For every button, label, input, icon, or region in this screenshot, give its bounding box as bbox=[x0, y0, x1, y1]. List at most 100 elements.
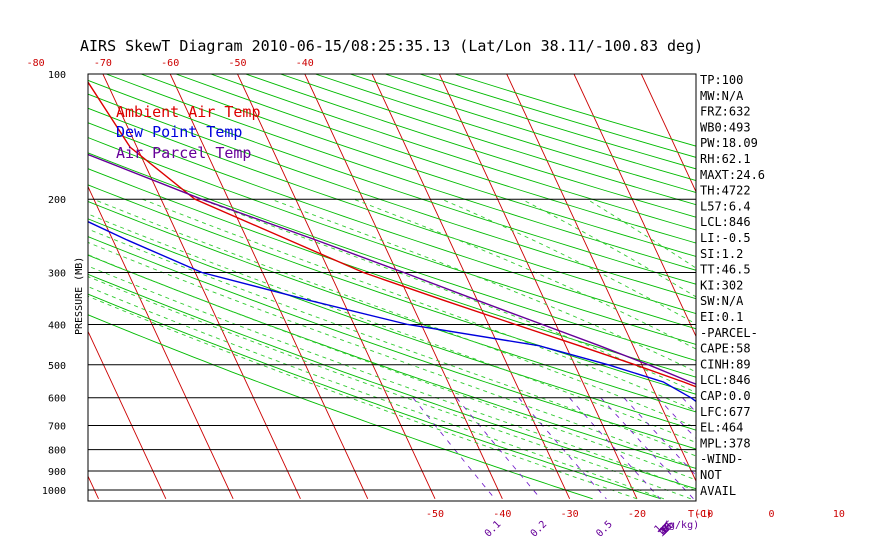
legend-dew-point-temp: Dew Point Temp bbox=[116, 123, 242, 141]
stat-entry: EI:0.1 bbox=[700, 310, 743, 324]
mixing-ratio-line bbox=[766, 398, 869, 499]
isotherm-line bbox=[438, 74, 638, 500]
bottom-temp-tick-label: -50 bbox=[426, 509, 444, 520]
stat-entry: NOT bbox=[700, 468, 722, 482]
grid-layer bbox=[0, 74, 870, 500]
mixing-ratio-line bbox=[806, 398, 870, 499]
isotherm-line bbox=[573, 74, 696, 338]
moist-adiabat-line bbox=[88, 254, 696, 481]
plot-frame bbox=[87, 73, 697, 502]
moist-adiabat-line bbox=[200, 198, 696, 394]
stat-entry: L57:6.4 bbox=[700, 199, 751, 213]
stat-entry: LCL:846 bbox=[700, 373, 751, 387]
stat-entry: SW:N/A bbox=[700, 294, 744, 308]
dry-adiabat-line bbox=[88, 79, 696, 285]
pressure-tick-label: 800 bbox=[48, 446, 66, 457]
dry-adiabat-line bbox=[88, 293, 662, 500]
mixing-ratio-tick-label: 0.1 bbox=[483, 519, 504, 540]
moist-adiabat-line bbox=[441, 198, 696, 325]
moist-adiabat-line bbox=[88, 295, 638, 500]
stat-entry: KI:302 bbox=[700, 278, 743, 292]
dry-adiabat-line bbox=[88, 236, 696, 450]
pressure-tick-label: 300 bbox=[48, 268, 66, 279]
mixing-ratio-line bbox=[600, 397, 694, 500]
pressure-tick-label: 600 bbox=[48, 394, 66, 405]
top-temp-tick-label: -60 bbox=[161, 58, 179, 69]
dry-adiabat-line bbox=[88, 137, 696, 345]
pressure-tick-label: 500 bbox=[48, 361, 66, 372]
pressure-tick-label: 900 bbox=[48, 467, 66, 478]
dry-adiabat-line bbox=[315, 74, 696, 193]
moist-adiabat-line bbox=[521, 198, 696, 298]
stat-entry: WB0:493 bbox=[700, 120, 751, 134]
dry-adiabat-line bbox=[88, 152, 696, 362]
bottom-temp-tick-label: -10 bbox=[695, 509, 713, 520]
pressure-tick-label: 1000 bbox=[42, 486, 66, 497]
bottom-temp-tick-label: 10 bbox=[833, 509, 845, 520]
moist-adiabat-line bbox=[88, 265, 696, 492]
isotherm-line bbox=[776, 74, 870, 499]
top-temp-tick-label: -50 bbox=[228, 58, 246, 69]
bottom-temp-tick-label: -20 bbox=[628, 509, 646, 520]
mixing-ratio-line bbox=[835, 398, 870, 499]
moist-adiabat-line bbox=[88, 241, 696, 469]
moist-adiabat-line bbox=[353, 198, 696, 350]
pressure-tick-label: 700 bbox=[48, 422, 66, 433]
legend: Ambient Air Temp Dew Point Temp Air Parc… bbox=[116, 103, 261, 162]
bottom-temp-tick-label: 0 bbox=[769, 509, 775, 520]
dry-adiabat-line bbox=[454, 74, 696, 147]
stat-entry: LCL:846 bbox=[700, 215, 751, 229]
isobar-layer bbox=[88, 73, 696, 491]
series-line-dew-point-temp bbox=[88, 220, 696, 403]
moist-adiabat-line bbox=[142, 198, 696, 412]
dry-adiabat-line bbox=[350, 74, 696, 182]
legend-air-parcel-temp: Air Parcel Temp bbox=[116, 144, 251, 162]
mixing-ratio-line bbox=[569, 397, 661, 500]
series-layer bbox=[88, 80, 696, 403]
top-temp-tick-label: -70 bbox=[94, 58, 112, 69]
isotherm-line bbox=[0, 74, 31, 499]
stat-entry: PW:18.09 bbox=[700, 136, 758, 150]
isotherm-line bbox=[102, 74, 301, 500]
mixing-ratio-line bbox=[784, 398, 870, 499]
series-line-air-parcel-temp bbox=[88, 153, 696, 385]
dry-adiabat-line bbox=[88, 168, 696, 378]
stat-entry: EL:464 bbox=[700, 421, 743, 435]
dry-adiabat-line bbox=[88, 107, 696, 315]
mixing-ratio-unit-label: (g/kg) bbox=[663, 520, 699, 531]
dry-adiabat-line bbox=[88, 273, 696, 490]
stat-entry: MAXT:24.6 bbox=[700, 168, 765, 182]
dry-adiabat-line bbox=[88, 184, 696, 395]
dry-adiabat-line bbox=[88, 93, 696, 300]
stat-entry: RH:62.1 bbox=[700, 152, 751, 166]
dry-adiabat-line bbox=[88, 254, 696, 469]
dry-adiabat-line bbox=[280, 74, 696, 206]
bottom-temp-tick-label: -40 bbox=[493, 509, 511, 520]
top-temp-tick-label: -80 bbox=[27, 58, 45, 69]
moist-adiabat-line bbox=[88, 228, 696, 457]
stat-entry: MPL:378 bbox=[700, 436, 751, 450]
moist-adiabat-line bbox=[270, 198, 696, 373]
moist-adiabat-line bbox=[88, 276, 691, 500]
stat-entry: -WIND- bbox=[700, 452, 743, 466]
pressure-tick-label: 100 bbox=[48, 70, 66, 81]
isotherm-line bbox=[843, 74, 870, 499]
moist-adiabat-line bbox=[93, 198, 696, 429]
y-axis-label: PRESSURE (MB) bbox=[74, 257, 85, 335]
stat-entry: TP:100 bbox=[700, 73, 743, 87]
chart-title: AIRS SkewT Diagram 2010-06-15/08:25:35.1… bbox=[80, 37, 703, 55]
isotherm-line bbox=[169, 74, 369, 500]
pressure-tick-label: 400 bbox=[48, 320, 66, 331]
moist-adiabat-line bbox=[88, 213, 696, 444]
dry-adiabat-line bbox=[140, 74, 696, 257]
dry-adiabat-line bbox=[88, 122, 696, 330]
stat-entry: FRZ:632 bbox=[700, 105, 751, 119]
stat-entry: AVAIL bbox=[700, 484, 736, 498]
dry-adiabat-line bbox=[88, 314, 593, 500]
stat-entry: -PARCEL- bbox=[700, 326, 758, 340]
isotherm-line bbox=[640, 74, 696, 193]
dry-adiabat-line bbox=[88, 201, 696, 413]
mixing-ratio-line bbox=[745, 398, 847, 499]
